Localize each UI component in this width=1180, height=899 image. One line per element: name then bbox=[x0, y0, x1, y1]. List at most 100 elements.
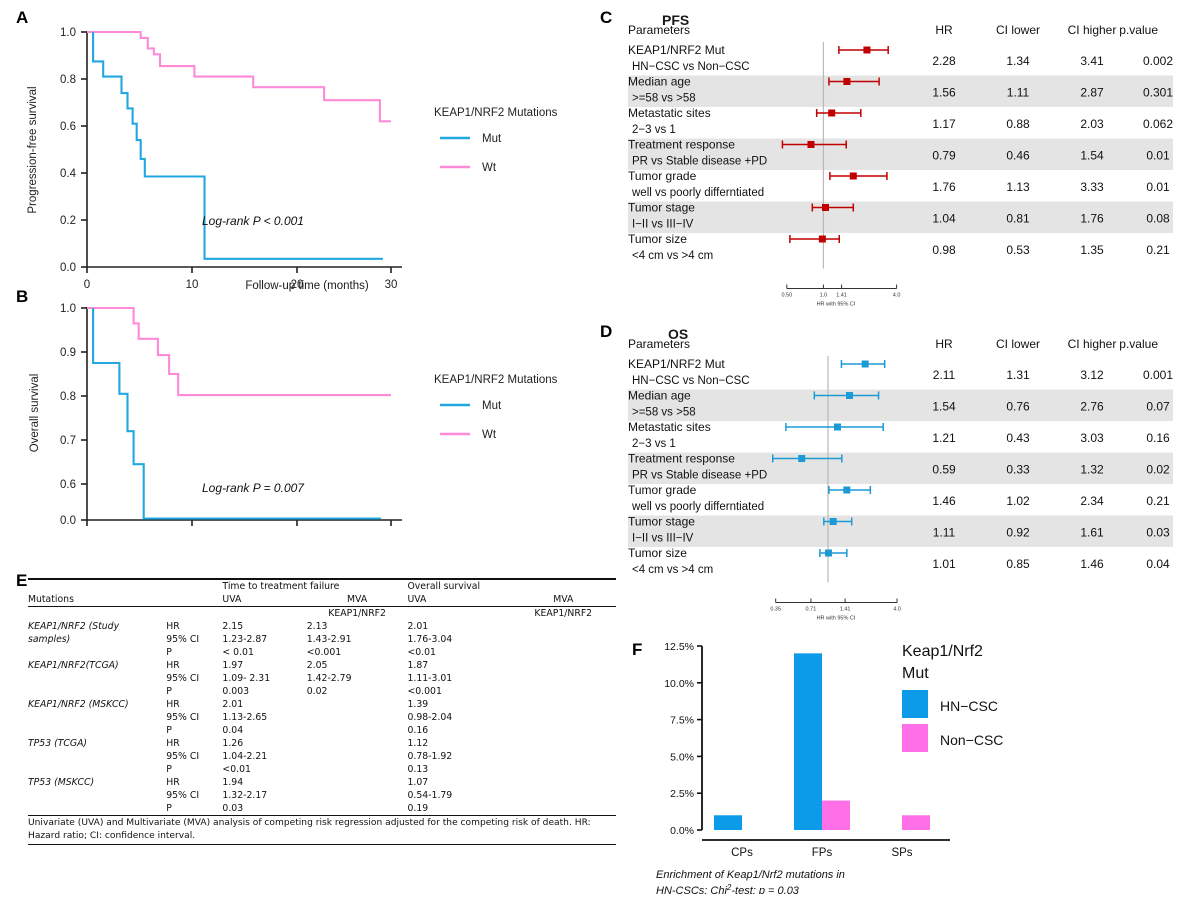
panel-b-curve-wt bbox=[87, 306, 391, 397]
forest-value-ci-lower: 0.92 bbox=[1006, 526, 1030, 540]
col-header-hr: HR bbox=[935, 337, 953, 351]
forest-value-ci-higher: 1.46 bbox=[1080, 557, 1104, 571]
panel-a-ytick-labels: 0.0 0.2 0.4 0.6 0.8 1.0 bbox=[60, 27, 77, 274]
value-os-uva: <0.001 bbox=[407, 686, 442, 697]
forest-row-band bbox=[628, 515, 1173, 547]
value-ttf-mva: 1.42-2.79 bbox=[306, 673, 352, 684]
f-legend-swatch-hncsc bbox=[902, 690, 928, 718]
forest-row-parameter: Treatment response bbox=[628, 452, 735, 466]
mutation-name: KEAP1/NRF2 (Study bbox=[28, 621, 120, 632]
col-header-ci-lower: CI lower bbox=[996, 337, 1040, 351]
value-os-mva bbox=[511, 633, 616, 646]
stat-label: P bbox=[166, 803, 172, 814]
table-row: 95% CI 1.13-2.65 0.98-2.04 bbox=[28, 711, 616, 724]
panel-a-legend-title: KEAP1/NRF2 Mutations bbox=[434, 107, 558, 119]
forest-value-pvalue: 0.07 bbox=[1146, 400, 1170, 414]
panel-a-legend-wt: Wt bbox=[482, 162, 497, 174]
panel-label-b: B bbox=[16, 287, 29, 306]
panel-c-forest-plot: PFS Parameters HR CI lower CI higher p.value… bbox=[628, 12, 1173, 314]
panel-b-km-plot: 0.0 0.6 0.7 0.8 0.9 1.0 Overall survival… bbox=[20, 295, 580, 540]
forest-value-hr: 1.54 bbox=[932, 400, 956, 414]
value-ttf-mva bbox=[307, 737, 408, 750]
forest-row-sublabel: well vs poorly differntiated bbox=[631, 187, 764, 199]
ytick-3: 0.8 bbox=[60, 391, 76, 403]
value-os-mva bbox=[511, 789, 616, 802]
forest-row-band bbox=[628, 75, 1173, 107]
forest-row-parameter: Metastatic sites bbox=[628, 106, 711, 120]
table-row: P < 0.01 <0.001 <0.01 bbox=[28, 646, 616, 659]
forest-value-hr: 0.98 bbox=[932, 243, 956, 257]
value-os-uva: 1.76-3.04 bbox=[407, 634, 453, 645]
forest-row-sublabel: HN−CSC vs Non−CSC bbox=[632, 375, 750, 387]
mutation-name: TP53 (TCGA) bbox=[28, 738, 88, 749]
value-os-mva bbox=[511, 620, 616, 633]
forest-row-parameter: Tumor stage bbox=[628, 515, 695, 529]
stat-label: HR bbox=[166, 660, 180, 671]
value-ttf-mva: 1.43-2.91 bbox=[306, 634, 352, 645]
value-os-mva bbox=[511, 802, 616, 816]
panel-d-title: OS bbox=[668, 326, 689, 342]
forest-value-hr: 2.11 bbox=[933, 368, 956, 382]
forest-row-parameter: Treatment response bbox=[628, 138, 735, 152]
col-header-hr: HR bbox=[935, 23, 953, 37]
panel-b-curve-mut bbox=[92, 308, 381, 520]
forest-value-hr: 1.17 bbox=[932, 117, 956, 131]
col-subheader-mva2: KEAP1/NRF2 bbox=[510, 606, 616, 620]
forest-ci-marker bbox=[828, 77, 880, 86]
stat-label: 95% CI bbox=[166, 751, 200, 762]
stat-label: P bbox=[166, 764, 172, 775]
f-ytick-label: 2.5% bbox=[670, 788, 694, 800]
panel-e-table: Time to treatment failure Overall surviv… bbox=[28, 578, 616, 846]
panel-a-legend-mut: Mut bbox=[482, 133, 502, 145]
ytick-0: 0.0 bbox=[60, 262, 76, 274]
value-os-uva: 2.01 bbox=[407, 621, 429, 632]
forest-value-hr: 0.79 bbox=[932, 149, 956, 163]
panel-a-xtick-labels: 0 10 20 30 bbox=[84, 279, 398, 290]
f-ytick-label: 7.5% bbox=[670, 715, 694, 727]
value-ttf-mva bbox=[307, 711, 408, 724]
f-legend-swatch-noncsc bbox=[902, 724, 928, 752]
col-header-parameters: Parameters bbox=[628, 337, 690, 351]
forest-value-ci-higher: 3.12 bbox=[1080, 368, 1104, 382]
panel-label-c: C bbox=[600, 8, 613, 27]
forest-axis-tick-label: 0.71 bbox=[806, 607, 817, 613]
value-ttf-mva bbox=[307, 724, 408, 737]
panel-e-column-header-row: Mutations UVA MVA UVA MVA bbox=[28, 593, 616, 607]
value-os-uva: 1.87 bbox=[407, 660, 429, 671]
ytick-2: 0.4 bbox=[60, 168, 77, 180]
forest-ci-marker bbox=[828, 486, 872, 494]
f-ytick-label: 5.0% bbox=[670, 751, 694, 763]
value-os-mva bbox=[511, 724, 616, 737]
f-legend-title-2: Mut bbox=[902, 665, 929, 682]
value-ttf-uva: 1.09- 2.31 bbox=[222, 673, 271, 684]
stat-label: 95% CI bbox=[166, 634, 200, 645]
value-os-mva bbox=[511, 672, 616, 685]
xtick-2: 20 bbox=[291, 279, 304, 290]
value-os-mva bbox=[511, 685, 616, 698]
mutation-name bbox=[28, 724, 166, 737]
forest-value-ci-higher: 3.03 bbox=[1080, 431, 1104, 445]
forest-ci-marker bbox=[789, 235, 841, 243]
col-header-pvalue: p.value bbox=[1119, 337, 1158, 351]
forest-value-pvalue: 0.21 bbox=[1146, 243, 1170, 257]
col-header-mutations: Mutations bbox=[28, 594, 74, 605]
value-ttf-mva bbox=[307, 698, 408, 711]
col-header-mva2: MVA bbox=[553, 594, 574, 605]
value-os-uva: 0.16 bbox=[407, 725, 429, 736]
value-os-mva bbox=[511, 763, 616, 776]
table-row: 95% CI 1.09- 2.31 1.42-2.79 1.11-3.01 bbox=[28, 672, 616, 685]
forest-row-parameter: KEAP1/NRF2 Mut bbox=[628, 43, 725, 57]
stat-label: 95% CI bbox=[166, 790, 200, 801]
forest-value-ci-higher: 2.76 bbox=[1080, 400, 1104, 414]
value-os-mva bbox=[511, 750, 616, 763]
value-ttf-uva: 1.23-2.87 bbox=[222, 634, 268, 645]
f-category-label: FPs bbox=[812, 847, 833, 859]
ytick-4: 0.8 bbox=[60, 74, 76, 86]
forest-ci-marker bbox=[829, 172, 888, 180]
forest-value-pvalue: 0.16 bbox=[1146, 431, 1170, 445]
forest-row-sublabel: well vs poorly differntiated bbox=[631, 501, 764, 513]
forest-value-ci-lower: 0.88 bbox=[1006, 117, 1030, 131]
panel-d-forest-plot: OS Parameters HR CI lower CI higher p.value K… bbox=[628, 326, 1173, 628]
forest-axis-caption: HR with 95% CI bbox=[817, 616, 856, 622]
forest-value-pvalue: 0.062 bbox=[1143, 117, 1173, 131]
